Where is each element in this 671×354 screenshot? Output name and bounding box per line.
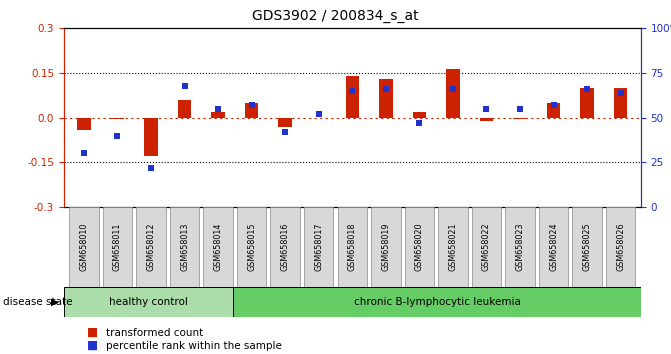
Bar	[547, 103, 560, 118]
Text: GSM658016: GSM658016	[280, 223, 290, 271]
Bar	[346, 76, 359, 118]
Bar	[170, 207, 199, 287]
Bar	[413, 112, 426, 118]
Text: disease state: disease state	[3, 297, 73, 307]
Bar	[513, 118, 527, 119]
Bar	[64, 287, 234, 317]
Bar	[144, 118, 158, 156]
Text: GSM658026: GSM658026	[616, 223, 625, 271]
Bar	[480, 118, 493, 121]
Text: chronic B-lymphocytic leukemia: chronic B-lymphocytic leukemia	[354, 297, 521, 307]
Text: GSM658013: GSM658013	[180, 223, 189, 271]
Bar	[580, 88, 594, 118]
Bar	[539, 207, 568, 287]
Text: GSM658011: GSM658011	[113, 223, 122, 271]
Bar	[446, 69, 460, 118]
Bar	[371, 207, 401, 287]
Text: ■: ■	[87, 339, 99, 352]
Text: GSM658022: GSM658022	[482, 223, 491, 271]
Bar	[270, 207, 300, 287]
Bar	[211, 112, 225, 118]
Text: GSM658021: GSM658021	[448, 223, 458, 271]
Text: percentile rank within the sample: percentile rank within the sample	[106, 341, 282, 351]
Text: GSM658023: GSM658023	[515, 223, 525, 271]
Bar	[103, 207, 132, 287]
Bar	[136, 207, 166, 287]
Bar	[572, 207, 602, 287]
Bar	[338, 207, 367, 287]
Text: GSM658024: GSM658024	[549, 223, 558, 271]
Text: GSM658014: GSM658014	[213, 223, 223, 271]
Bar	[304, 207, 333, 287]
Text: GSM658020: GSM658020	[415, 223, 424, 271]
Text: ■: ■	[87, 326, 99, 338]
Text: GSM658015: GSM658015	[247, 223, 256, 271]
Bar	[606, 207, 635, 287]
Bar	[69, 207, 99, 287]
Bar	[245, 103, 258, 118]
Bar	[278, 118, 292, 127]
Bar	[234, 287, 641, 317]
Bar	[203, 207, 233, 287]
Text: GSM658025: GSM658025	[582, 223, 592, 271]
Text: GSM658010: GSM658010	[79, 223, 89, 271]
Text: ▶: ▶	[51, 297, 59, 307]
Bar	[379, 79, 393, 118]
Text: GSM658019: GSM658019	[381, 223, 391, 271]
Bar	[111, 118, 124, 119]
Bar	[472, 207, 501, 287]
Text: healthy control: healthy control	[109, 297, 188, 307]
Bar	[77, 118, 91, 130]
Text: transformed count: transformed count	[106, 328, 203, 338]
Bar	[178, 100, 191, 118]
Text: GDS3902 / 200834_s_at: GDS3902 / 200834_s_at	[252, 9, 419, 23]
Bar	[438, 207, 468, 287]
Bar	[505, 207, 535, 287]
Bar	[237, 207, 266, 287]
Text: GSM658012: GSM658012	[146, 223, 156, 271]
Bar	[614, 88, 627, 118]
Text: GSM658017: GSM658017	[314, 223, 323, 271]
Bar	[405, 207, 434, 287]
Text: GSM658018: GSM658018	[348, 223, 357, 271]
